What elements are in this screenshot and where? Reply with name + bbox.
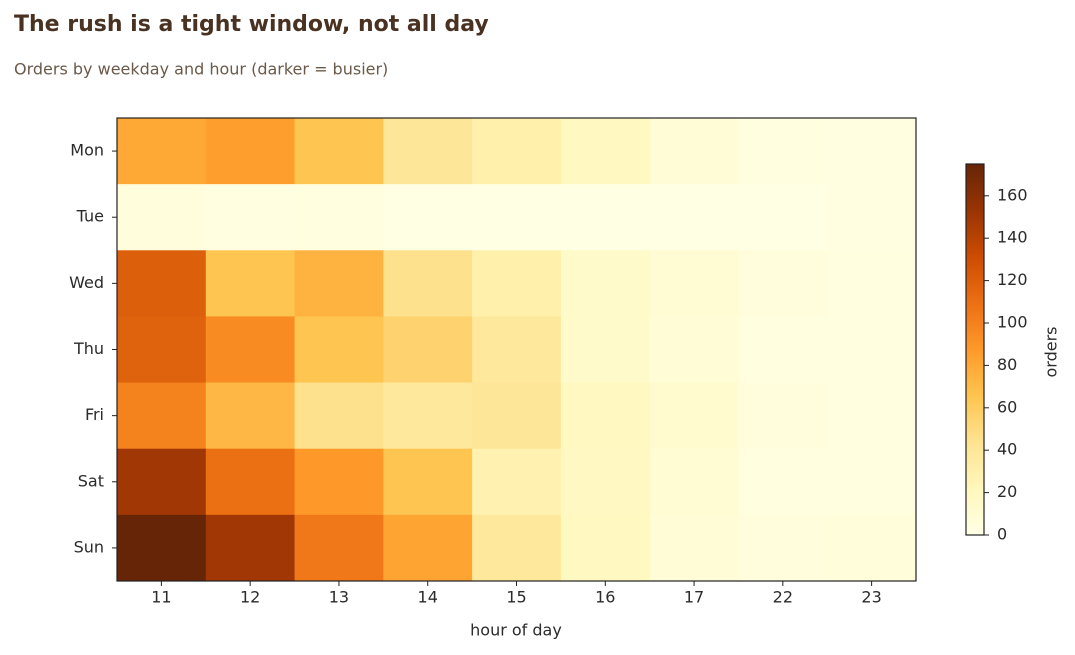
heatmap-cell bbox=[383, 448, 473, 516]
heatmap-cell bbox=[117, 118, 207, 185]
heatmap-cell bbox=[738, 250, 828, 317]
heatmap-cell bbox=[472, 250, 562, 317]
heatmap-cell bbox=[738, 316, 828, 384]
heatmap-cell bbox=[205, 514, 296, 582]
heatmap-cell bbox=[560, 382, 651, 450]
heatmap-cell bbox=[383, 382, 473, 450]
heatmap-cell bbox=[472, 514, 562, 582]
heatmap-cell bbox=[649, 250, 739, 317]
heatmap-cell bbox=[294, 448, 384, 516]
heatmap-cell bbox=[827, 382, 917, 450]
y-tick-label: Thu bbox=[73, 339, 104, 358]
heatmap-cell bbox=[649, 118, 739, 185]
heatmap-cell bbox=[738, 382, 828, 450]
heatmap-cell bbox=[294, 118, 384, 185]
heatmap-cell bbox=[205, 184, 296, 251]
heatmap-cell bbox=[205, 250, 296, 317]
heatmap-cell bbox=[117, 250, 207, 317]
heatmap-cell bbox=[560, 448, 651, 516]
x-tick-label: 23 bbox=[861, 588, 881, 607]
x-axis-label: hour of day bbox=[470, 621, 562, 640]
y-tick-label: Sun bbox=[74, 537, 104, 556]
heatmap-cell bbox=[117, 316, 207, 384]
colorbar bbox=[965, 163, 985, 536]
heatmap-cell bbox=[738, 448, 828, 516]
heatmap-cell bbox=[738, 184, 828, 251]
heatmap-cell bbox=[560, 250, 651, 317]
colorbar-tick-label: 0 bbox=[997, 525, 1007, 544]
heatmap-cell bbox=[560, 184, 651, 251]
heatmap-cell bbox=[205, 118, 296, 185]
heatmap-cell bbox=[205, 316, 296, 384]
heatmap-cell bbox=[827, 250, 917, 317]
heatmap-cell bbox=[205, 382, 296, 450]
y-tick-label: Fri bbox=[85, 405, 104, 424]
y-tick-label: Sat bbox=[78, 471, 104, 490]
heatmap-cell bbox=[649, 514, 739, 582]
colorbar-tick-label: 100 bbox=[997, 313, 1028, 332]
heatmap-cell bbox=[827, 448, 917, 516]
x-tick-label: 22 bbox=[773, 588, 793, 607]
y-tick-label: Tue bbox=[76, 207, 104, 226]
y-tick-label: Wed bbox=[69, 273, 104, 292]
colorbar-tick-label: 140 bbox=[997, 228, 1028, 247]
heatmap-cell bbox=[738, 118, 828, 185]
colorbar-tick-label: 80 bbox=[997, 355, 1017, 374]
colorbar-tick-label: 20 bbox=[997, 482, 1017, 501]
heatmap-cell bbox=[560, 118, 651, 185]
heatmap-cell bbox=[294, 250, 384, 317]
heatmap-cell bbox=[472, 184, 562, 251]
heatmap-cell bbox=[649, 184, 739, 251]
heatmap-cell bbox=[472, 448, 562, 516]
x-tick-label: 17 bbox=[684, 588, 704, 607]
y-tick-label: Mon bbox=[70, 141, 104, 160]
heatmap-cell bbox=[294, 514, 384, 582]
heatmap-cell bbox=[827, 316, 917, 384]
colorbar-tick-label: 120 bbox=[997, 270, 1028, 289]
heatmap-cell bbox=[560, 514, 651, 582]
heatmap-cell bbox=[117, 448, 207, 516]
heatmap-cell bbox=[383, 250, 473, 317]
x-tick-label: 11 bbox=[151, 588, 171, 607]
chart-title: The rush is a tight window, not all day bbox=[14, 12, 489, 37]
heatmap-cell bbox=[472, 382, 562, 450]
heatmap-cell bbox=[117, 184, 207, 251]
heatmap-cell bbox=[472, 118, 562, 185]
x-tick-label: 14 bbox=[418, 588, 438, 607]
heatmap-cell bbox=[827, 514, 917, 582]
chart-subtitle: Orders by weekday and hour (darker = bus… bbox=[14, 60, 388, 79]
heatmap-cell bbox=[383, 184, 473, 251]
heatmap-cell bbox=[649, 316, 739, 384]
x-tick-label: 13 bbox=[329, 588, 349, 607]
heatmap-cell bbox=[472, 316, 562, 384]
heatmap-cell bbox=[383, 316, 473, 384]
heatmap-cell bbox=[117, 514, 207, 582]
heatmap-cell bbox=[738, 514, 828, 582]
x-tick-label: 12 bbox=[240, 588, 260, 607]
x-tick-label: 16 bbox=[595, 588, 615, 607]
colorbar-tick-label: 40 bbox=[997, 440, 1017, 459]
heatmap-cell bbox=[294, 184, 384, 251]
heatmap-cell bbox=[294, 382, 384, 450]
heatmap-cell bbox=[649, 382, 739, 450]
heatmap-cell bbox=[560, 316, 651, 384]
heatmap-cell bbox=[649, 448, 739, 516]
colorbar-tick-label: 60 bbox=[997, 397, 1017, 416]
x-tick-label: 15 bbox=[506, 588, 526, 607]
heatmap-cell bbox=[827, 118, 917, 185]
colorbar-tick-label: 160 bbox=[997, 185, 1028, 204]
colorbar-label: orders bbox=[1042, 327, 1061, 378]
heatmap-cell bbox=[827, 184, 917, 251]
heatmap-cell bbox=[383, 118, 473, 185]
heatmap-cell bbox=[205, 448, 296, 516]
heatmap-cell bbox=[294, 316, 384, 384]
heatmap-cell bbox=[383, 514, 473, 582]
heatmap-cell bbox=[117, 382, 207, 450]
